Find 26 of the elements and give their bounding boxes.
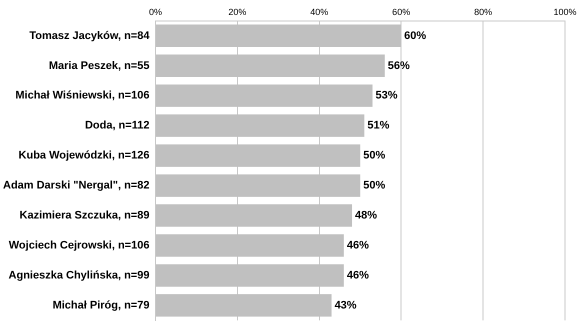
y-tick-label: Tomasz Jacyków, n=84 [29, 30, 150, 42]
x-tick-label: 20% [228, 6, 246, 17]
data-label: 46% [346, 240, 370, 252]
y-tick-label: Michał Wiśniewski, n=106 [15, 90, 150, 102]
data-label: 56% [388, 60, 410, 72]
x-tick-label: 40% [310, 6, 328, 17]
y-tick-label: Maria Peszek, n=55 [48, 60, 150, 72]
y-tick-label: Kuba Wojewódzki, n=126 [18, 150, 150, 162]
data-label: 60% [404, 30, 426, 42]
y-tick-label: Wojciech Cejrowski, n=106 [8, 240, 150, 252]
data-label: 48% [355, 210, 378, 222]
x-tick-label: 60% [392, 6, 410, 17]
data-label: 50% [363, 150, 386, 162]
data-label: 46% [346, 269, 370, 282]
y-tick-label: Agnieszka Chylińska, n=99 [8, 269, 150, 282]
data-label: 51% [367, 120, 390, 132]
data-label: 50% [363, 180, 386, 192]
y-tick-label: Michał Piróg, n=79 [52, 299, 150, 312]
x-tick-label: 0% [148, 6, 162, 17]
x-tick-label: 100% [553, 6, 577, 17]
data-label: 43% [334, 299, 357, 312]
y-tick-label: Adam Darski "Nergal", n=82 [2, 180, 150, 192]
data-label: 53% [376, 90, 398, 102]
y-tick-label: Doda, n=112 [84, 120, 150, 132]
x-tick-label: 80% [474, 6, 492, 17]
y-tick-label: Kazimiera Szczuka, n=89 [20, 210, 150, 222]
